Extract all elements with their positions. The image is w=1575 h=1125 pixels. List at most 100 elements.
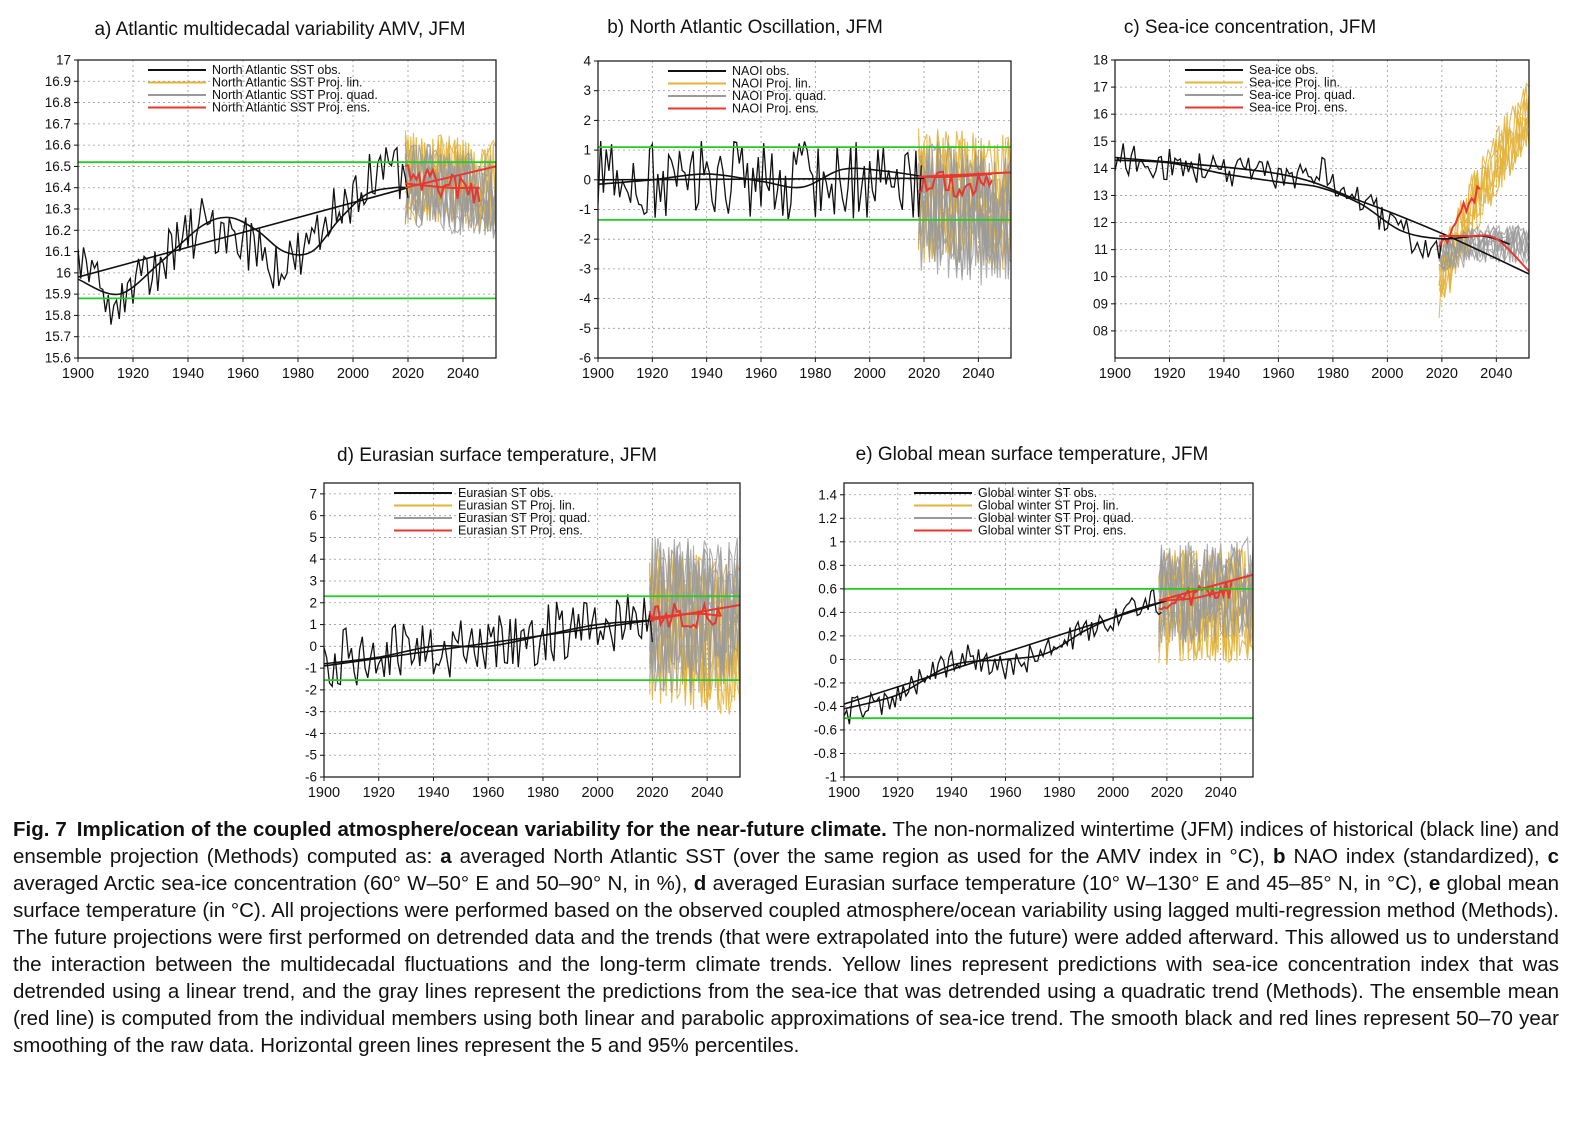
- y-tick-label: 15: [1093, 134, 1108, 149]
- x-tick-label: 1960: [745, 366, 777, 382]
- y-tick-label: 09: [1093, 296, 1108, 311]
- series-ens-smooth: [1439, 234, 1529, 273]
- chart-panel-d: d) Eurasian surface temperature, JFM -6 -5…: [305, 445, 741, 801]
- series-proj-ens: [648, 600, 722, 630]
- series-proj-quad-member: [404, 144, 496, 234]
- figure-panels: a) Atlantic multidecadal variability AMV…: [45, 17, 1530, 801]
- legend-label: North Atlantic SST Proj. quad.: [212, 88, 378, 102]
- figure-caption: Fig. 7 Implication of the coupled atmosph…: [13, 816, 1559, 1059]
- series-proj-quad-member: [404, 152, 496, 229]
- x-tick-label: 1940: [172, 366, 204, 382]
- y-tick-label: 18: [1093, 53, 1108, 68]
- series-proj-ens: [1438, 184, 1481, 248]
- x-tick-label: 2040: [691, 785, 723, 801]
- y-tick-label: 1.2: [818, 511, 837, 526]
- series-obs-trend: [598, 177, 925, 181]
- legend-label: NAOI Proj. quad.: [732, 89, 827, 103]
- series-obs-smooth: [78, 186, 409, 296]
- x-tick-label: 1940: [1208, 366, 1240, 382]
- plot-frame: [597, 60, 1012, 359]
- series-ens-smooth: [405, 182, 480, 190]
- y-tick-label: -5: [579, 321, 591, 336]
- y-tick-label: 16.7: [45, 116, 71, 131]
- x-tick-label: 1980: [799, 366, 831, 382]
- y-tick-label: 4: [583, 54, 591, 69]
- x-tick-label: 1900: [62, 366, 94, 382]
- y-tick-label: 16.6: [45, 138, 71, 153]
- y-tick-label: 6: [309, 508, 317, 523]
- y-tick-label: 16.2: [45, 223, 71, 238]
- plot-area: [78, 130, 496, 325]
- y-tick-label: 12: [1093, 215, 1108, 230]
- y-tick-label: 0: [583, 172, 591, 187]
- x-tick-label: 1920: [363, 785, 395, 801]
- y-tick-label: -6: [579, 351, 591, 366]
- series-obs-smooth: [1115, 159, 1511, 245]
- x-tick-label: 2000: [337, 366, 369, 382]
- x-tick-label: 2000: [582, 785, 614, 801]
- x-tick-label: 2040: [447, 366, 479, 382]
- legend-label: NAOI obs.: [732, 64, 790, 78]
- caption-text: averaged North Atlantic SST (over the sa…: [451, 845, 1274, 868]
- legend-label: NAOI Proj. ens.: [732, 102, 819, 116]
- series-proj-ens: [405, 164, 481, 204]
- caption-text: averaged Eurasian surface temperature (1…: [706, 872, 1429, 895]
- y-tick-label: -2: [305, 682, 317, 697]
- plot-frame: [323, 482, 741, 778]
- x-tick-label: 1960: [472, 785, 504, 801]
- chart-title: c) Sea-ice concentration, JFM: [1124, 17, 1376, 38]
- chart-panel-c: c) Sea-ice concentration, JFM 08 09 10 11 12 1…: [1093, 17, 1530, 382]
- series-obs: [78, 146, 409, 325]
- y-tick-label: 10: [1093, 269, 1108, 284]
- y-tick-label: 15.9: [45, 287, 71, 302]
- series-proj-quad-member: [1158, 541, 1253, 642]
- series-obs-smooth: [844, 599, 1168, 710]
- x-tick-label: 1940: [935, 785, 967, 801]
- y-tick-label: 16.8: [45, 95, 71, 110]
- legend-label: Eurasian ST obs.: [458, 486, 554, 500]
- y-tick-label: 14: [1093, 161, 1109, 176]
- legend-label: Global winter ST Proj. quad.: [978, 511, 1134, 525]
- x-tick-label: 1920: [882, 785, 914, 801]
- x-tick-label: 1900: [828, 785, 860, 801]
- legend-label: Sea-ice obs.: [1249, 63, 1318, 77]
- y-tick-label: 15.6: [45, 351, 71, 366]
- plot-area: [324, 537, 740, 719]
- chart-panel-a: a) Atlantic multidecadal variability AMV…: [45, 19, 497, 382]
- legend-label: Sea-ice Proj. quad.: [1249, 88, 1355, 102]
- y-tick-label: 2: [309, 595, 317, 610]
- legend-label: Global winter ST Proj. ens.: [978, 524, 1126, 538]
- series-obs-trend: [844, 599, 1168, 705]
- caption-text: The non-normalized wintertime (JFM) indi…: [13, 818, 1559, 868]
- y-tick-label: 4: [309, 552, 317, 567]
- y-tick-label: -4: [305, 726, 317, 741]
- series-ens-trend: [1158, 573, 1253, 602]
- legend-label: NAOI Proj. lin.: [732, 77, 811, 91]
- legend-label: Sea-ice Proj. ens.: [1249, 101, 1348, 115]
- x-tick-label: 1920: [117, 366, 149, 382]
- x-tick-label: 2000: [1097, 785, 1129, 801]
- x-tick-label: 1980: [1043, 785, 1075, 801]
- x-tick-label: 1920: [636, 366, 668, 382]
- y-tick-label: 1.4: [818, 487, 837, 502]
- series-obs-trend: [1115, 156, 1529, 275]
- series-ens-smooth: [918, 172, 993, 179]
- y-tick-label: 3: [583, 83, 591, 98]
- y-tick-label: -0.6: [814, 722, 837, 737]
- series-ens-trend: [649, 604, 740, 622]
- legend-label: Global winter ST Proj. lin.: [978, 499, 1119, 513]
- y-tick-label: 0: [829, 652, 837, 667]
- y-tick-label: 16: [1093, 107, 1108, 122]
- y-tick-label: 3: [309, 574, 317, 589]
- y-tick-label: 1: [309, 617, 317, 632]
- x-tick-label: 2020: [392, 366, 424, 382]
- y-tick-label: 2: [583, 113, 591, 128]
- chart-panel-b: b) North Atlantic Oscillation, JFM -6 -5 -4…: [579, 17, 1012, 382]
- legend-label: Eurasian ST Proj. quad.: [458, 511, 590, 525]
- series-ens-trend: [405, 165, 496, 189]
- chart-title: a) Atlantic multidecadal variability AMV…: [94, 19, 465, 40]
- y-tick-label: 17: [1093, 80, 1108, 95]
- x-tick-label: 2000: [854, 366, 886, 382]
- y-tick-label: -2: [579, 232, 591, 247]
- chart-panel-e: e) Global mean surface temperature, JFM -…: [814, 444, 1254, 801]
